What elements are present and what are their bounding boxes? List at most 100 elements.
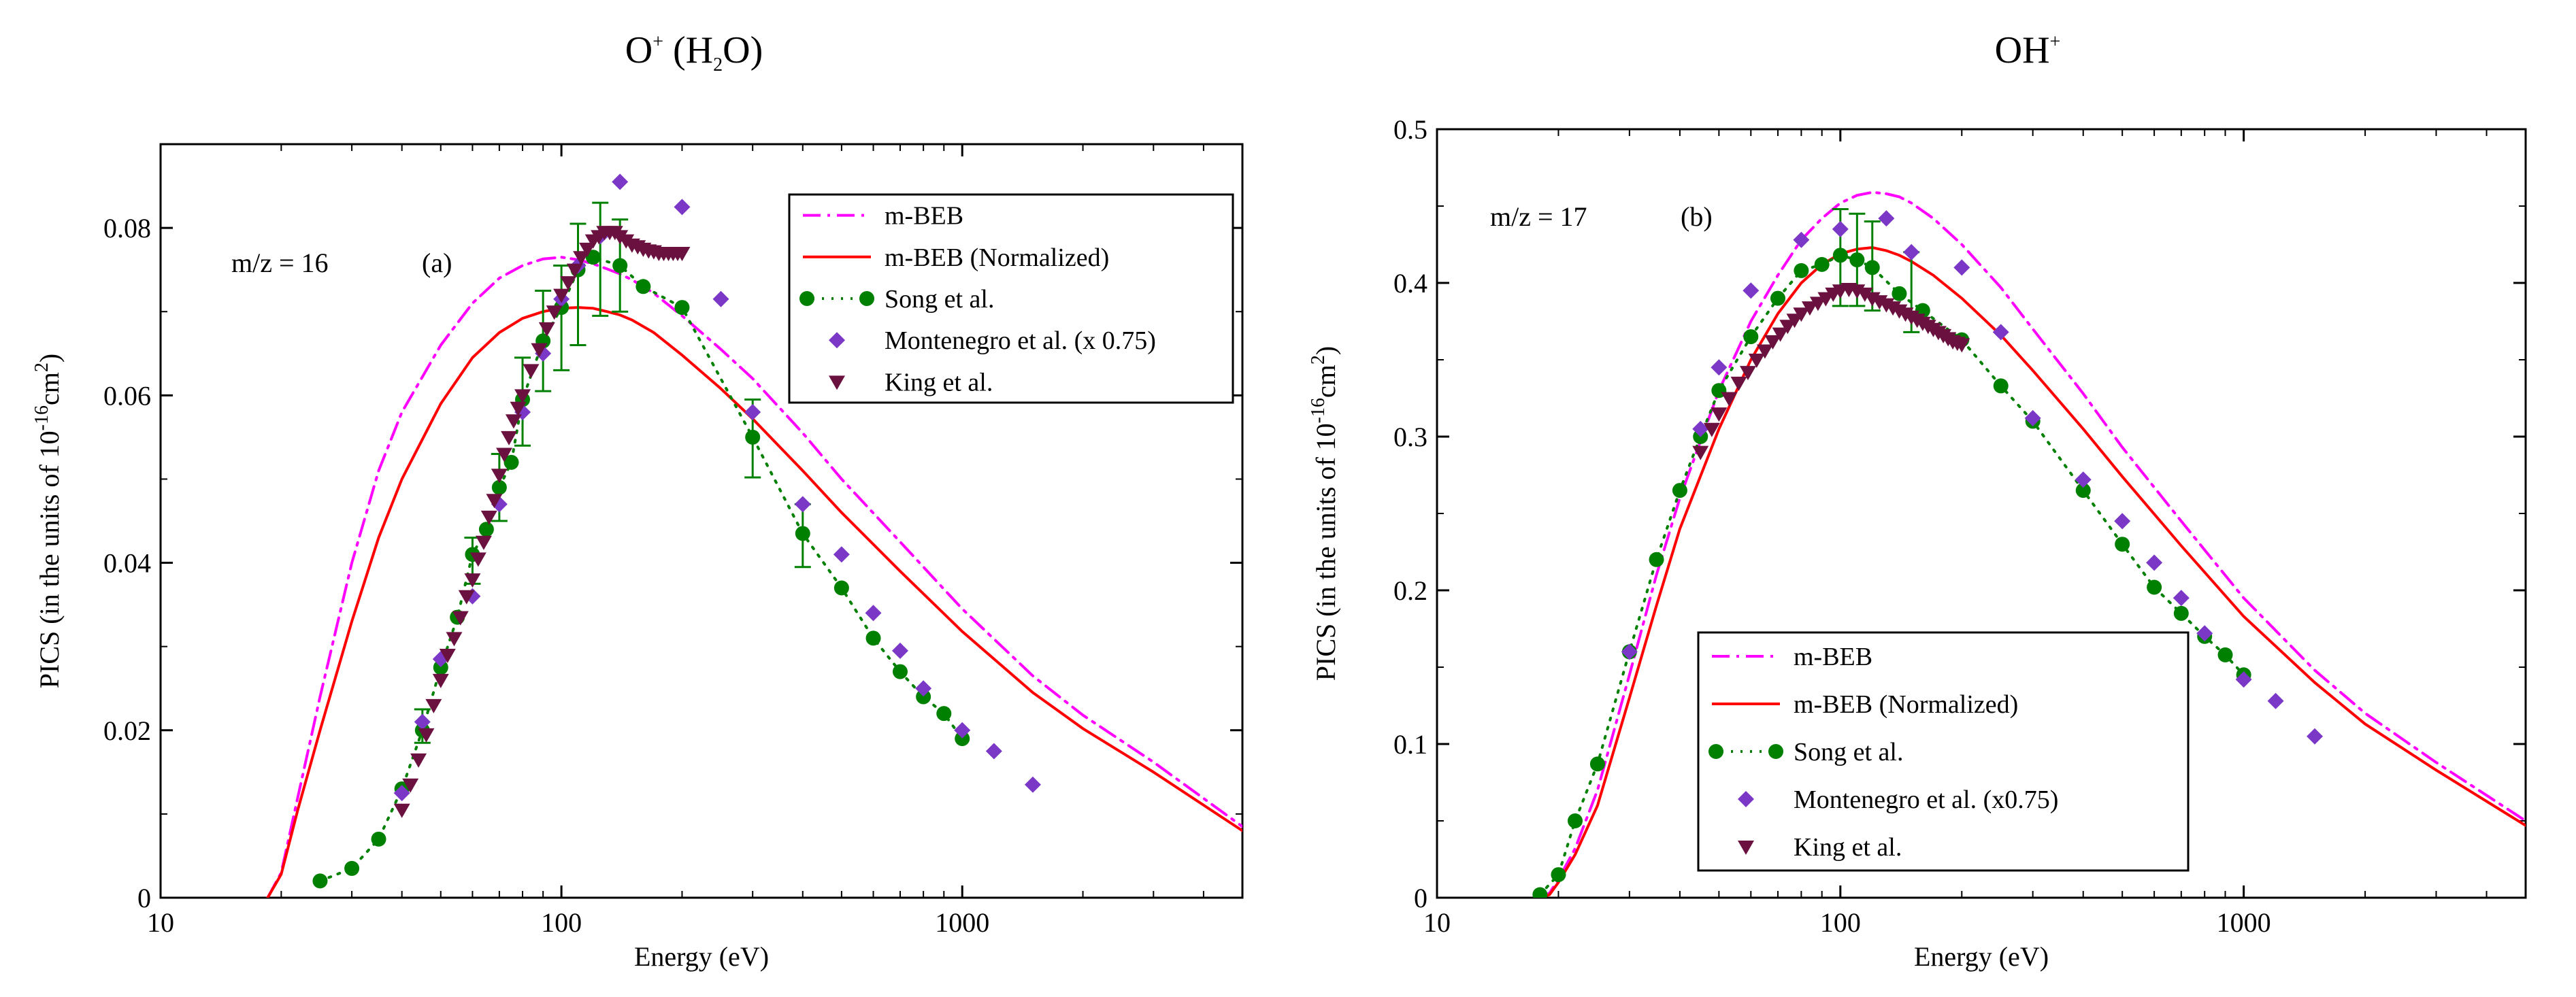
series-3-point <box>2146 554 2163 571</box>
x-axis-label: Energy (eV) <box>634 941 769 972</box>
y-tick-label: 0.06 <box>103 380 151 411</box>
series-4-point <box>418 728 435 743</box>
y-label-prefix: PICS (in the units of 10 <box>1310 423 1341 681</box>
series-4-point <box>480 510 497 525</box>
series-3-point <box>1992 324 2009 341</box>
y-axis-label: PICS (in the units of 10-16cm2) <box>1308 346 1341 681</box>
series-2-point <box>1672 483 1687 498</box>
series-4-point <box>560 276 577 291</box>
series-3-point <box>915 680 932 697</box>
legend: m-BEB m-BEB (Normalized) Song et al. Monten… <box>1697 631 2190 872</box>
y-label-unit-exponent: 2 <box>31 362 52 372</box>
series-3-point <box>2024 409 2041 426</box>
series-2-point <box>1794 263 1809 278</box>
legend-label: m-BEB (Normalized) <box>885 243 1109 272</box>
legend-label: King et al. <box>1794 833 1902 862</box>
y-tick-label: 0 <box>137 883 151 913</box>
series-3-point <box>1878 210 1895 227</box>
series-4-point <box>1721 392 1738 407</box>
series-3-point <box>891 642 908 659</box>
series-3-point <box>2267 692 2284 709</box>
series-4-point <box>1739 366 1756 381</box>
series-3-point <box>1743 282 1760 299</box>
y-tick-label: 0.04 <box>103 548 151 579</box>
series-2-point <box>916 689 931 705</box>
series-4-point <box>393 803 410 818</box>
mz-label: m/z = 16 <box>231 248 329 278</box>
series-2-point <box>585 250 601 265</box>
series-4-point <box>439 648 456 663</box>
series-4-point <box>1779 320 1796 335</box>
chart-title: OH+ <box>1995 29 2061 71</box>
series-3-point <box>833 546 850 563</box>
series-0-line <box>1538 190 2526 898</box>
legend-label: Montenegro et al. (x0.75) <box>1794 785 2058 814</box>
x-tick-label: 10 <box>147 907 174 938</box>
series-4-point <box>674 247 691 262</box>
panel-label: (a) <box>422 248 452 278</box>
title-charge: + <box>2050 31 2061 52</box>
legend-swatch-marker <box>829 375 845 390</box>
series-4-point <box>1809 297 1826 311</box>
plot-area <box>1532 190 2526 898</box>
legend-swatch-marker <box>859 291 874 306</box>
legend-label: m-BEB (Normalized) <box>1794 690 2018 719</box>
series-3-point <box>954 722 971 739</box>
title-species: OH <box>1995 29 2050 71</box>
series-3-point <box>674 199 691 216</box>
legend-swatch-marker <box>799 291 814 306</box>
y-tick-label: 0.4 <box>1393 268 1427 299</box>
series-4-point <box>1801 301 1818 316</box>
mz-label: m/z = 17 <box>1490 201 1587 232</box>
y-tick-label: 0.2 <box>1393 575 1427 606</box>
legend-box <box>788 193 1234 404</box>
series-4-point <box>1953 338 1970 353</box>
series-3-point <box>1024 776 1041 793</box>
legend-label: m-BEB <box>1794 643 1872 671</box>
series-2-point <box>2115 537 2130 552</box>
y-label-unit: cm <box>34 372 65 405</box>
series-2-line <box>1538 254 2245 896</box>
series-2-point <box>1589 756 1605 772</box>
series-2-point <box>1814 256 1830 272</box>
series-4-point <box>1856 287 1873 302</box>
legend: m-BEB m-BEB (Normalized) Song et al. Monten… <box>788 193 1234 404</box>
y-tick-label: 0.08 <box>103 213 151 243</box>
series-3-point <box>2307 728 2324 745</box>
x-tick-label: 1000 <box>2217 907 2271 938</box>
series-2-point <box>612 258 628 273</box>
series-4-point <box>523 364 540 379</box>
y-tick-label: 0.5 <box>1393 114 1427 145</box>
series-2-point <box>491 479 507 495</box>
series-2-point <box>2075 483 2091 498</box>
title-charge: + <box>653 31 663 52</box>
series-3-point <box>2196 625 2213 642</box>
series-2-point <box>1849 252 1865 268</box>
series-2-point <box>1551 867 1566 883</box>
series-4-point <box>1793 307 1810 322</box>
series-4-point <box>452 611 469 626</box>
series-3-point <box>794 496 811 513</box>
y-label-suffix: ) <box>34 354 65 362</box>
series-4-point <box>432 673 449 688</box>
series-2-point <box>892 664 908 679</box>
y-tick-label: 0.3 <box>1393 422 1427 452</box>
title-subscript: 2 <box>713 54 723 75</box>
series-4-point <box>446 632 463 647</box>
series-4-point <box>566 263 583 278</box>
series-4-point <box>1786 314 1803 328</box>
series-3-point <box>2114 513 2131 530</box>
series-4-point <box>514 389 531 404</box>
series-4-point <box>546 305 563 320</box>
series-2-point <box>795 526 810 541</box>
series-3-point <box>2173 590 2190 607</box>
series-2-point <box>312 873 328 889</box>
series-2-point <box>1532 887 1548 898</box>
x-tick-label: 100 <box>541 907 582 938</box>
series-4-point <box>402 778 419 793</box>
series-2-point <box>503 454 519 470</box>
series-2-point <box>1743 329 1759 345</box>
y-tick-label: 0 <box>1414 883 1427 913</box>
